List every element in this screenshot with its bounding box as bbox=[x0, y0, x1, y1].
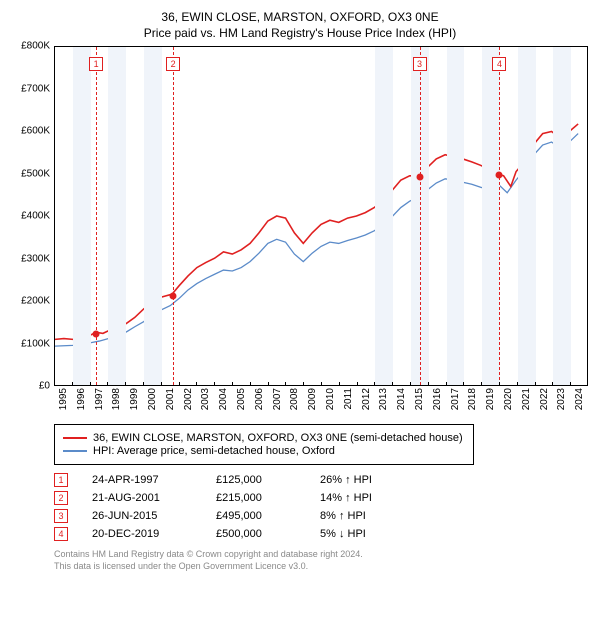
xtick-label: 2018 bbox=[467, 388, 478, 410]
sale-row: 2 21-AUG-2001 £215,000 14% ↑ HPI bbox=[54, 491, 588, 505]
xtick-label: 2003 bbox=[200, 388, 211, 410]
ytick-label: £600K bbox=[21, 126, 50, 137]
sales-table: 1 24-APR-1997 £125,000 26% ↑ HPI 2 21-AUG-200… bbox=[54, 473, 588, 541]
xtick-label: 2015 bbox=[414, 388, 425, 410]
legend-label: 36, EWIN CLOSE, MARSTON, OXFORD, OX3 0NE… bbox=[93, 432, 463, 444]
line-series-svg bbox=[55, 47, 587, 385]
sale-point bbox=[170, 292, 177, 299]
ytick-label: £300K bbox=[21, 253, 50, 264]
sale-pct: 14% ↑ HPI bbox=[320, 492, 400, 504]
xtick-label: 1996 bbox=[76, 388, 87, 410]
sale-marker-box: 3 bbox=[413, 57, 427, 71]
xtick-label: 2021 bbox=[521, 388, 532, 410]
ytick-label: £500K bbox=[21, 168, 50, 179]
sale-vline bbox=[173, 47, 174, 385]
legend: 36, EWIN CLOSE, MARSTON, OXFORD, OX3 0NE… bbox=[54, 424, 474, 465]
xtick-label: 1997 bbox=[94, 388, 105, 410]
ytick-label: £200K bbox=[21, 296, 50, 307]
xtick-label: 2001 bbox=[165, 388, 176, 410]
sale-date: 26-JUN-2015 bbox=[92, 510, 192, 522]
xtick-label: 2010 bbox=[325, 388, 336, 410]
sale-pct: 8% ↑ HPI bbox=[320, 510, 400, 522]
chart-area: £0£100K£200K£300K£400K£500K£600K£700K£80… bbox=[12, 46, 588, 416]
legend-swatch bbox=[63, 450, 87, 452]
sale-price: £500,000 bbox=[216, 528, 296, 540]
sale-date: 20-DEC-2019 bbox=[92, 528, 192, 540]
sale-price: £495,000 bbox=[216, 510, 296, 522]
year-band bbox=[144, 47, 162, 385]
xtick-label: 2023 bbox=[556, 388, 567, 410]
xtick-label: 2017 bbox=[450, 388, 461, 410]
legend-row: 36, EWIN CLOSE, MARSTON, OXFORD, OX3 0NE… bbox=[63, 432, 465, 444]
ytick-label: £0 bbox=[39, 381, 50, 392]
title-line1: 36, EWIN CLOSE, MARSTON, OXFORD, OX3 0NE bbox=[12, 10, 588, 24]
xtick-label: 2022 bbox=[539, 388, 550, 410]
year-band bbox=[518, 47, 536, 385]
sale-idx: 2 bbox=[54, 491, 68, 505]
xtick-label: 2005 bbox=[236, 388, 247, 410]
footer-attribution: Contains HM Land Registry data © Crown c… bbox=[54, 549, 588, 572]
sale-pct: 26% ↑ HPI bbox=[320, 474, 400, 486]
xtick-label: 2008 bbox=[289, 388, 300, 410]
legend-row: HPI: Average price, semi-detached house,… bbox=[63, 445, 465, 457]
title-line2: Price paid vs. HM Land Registry's House … bbox=[12, 26, 588, 40]
sale-marker-box: 2 bbox=[166, 57, 180, 71]
year-band bbox=[375, 47, 393, 385]
year-band bbox=[447, 47, 465, 385]
xtick-label: 2024 bbox=[574, 388, 585, 410]
footer-line1: Contains HM Land Registry data © Crown c… bbox=[54, 549, 588, 561]
sale-idx: 4 bbox=[54, 527, 68, 541]
xtick-label: 2004 bbox=[218, 388, 229, 410]
xtick-label: 1998 bbox=[111, 388, 122, 410]
sale-row: 3 26-JUN-2015 £495,000 8% ↑ HPI bbox=[54, 509, 588, 523]
year-band bbox=[108, 47, 126, 385]
xtick-label: 2000 bbox=[147, 388, 158, 410]
ytick-label: £400K bbox=[21, 211, 50, 222]
xtick-label: 2014 bbox=[396, 388, 407, 410]
sale-point bbox=[496, 171, 503, 178]
xtick-label: 2006 bbox=[254, 388, 265, 410]
xtick-label: 2013 bbox=[378, 388, 389, 410]
sale-price: £215,000 bbox=[216, 492, 296, 504]
sale-point bbox=[416, 173, 423, 180]
sale-vline bbox=[420, 47, 421, 385]
legend-label: HPI: Average price, semi-detached house,… bbox=[93, 445, 335, 457]
xtick-label: 2002 bbox=[183, 388, 194, 410]
ytick-label: £100K bbox=[21, 338, 50, 349]
legend-swatch bbox=[63, 437, 87, 439]
footer-line2: This data is licensed under the Open Gov… bbox=[54, 561, 588, 573]
ytick-label: £700K bbox=[21, 83, 50, 94]
y-axis: £0£100K£200K£300K£400K£500K£600K£700K£80… bbox=[12, 46, 54, 386]
ytick-label: £800K bbox=[21, 41, 50, 52]
xtick-label: 2016 bbox=[432, 388, 443, 410]
year-band bbox=[553, 47, 571, 385]
sale-vline bbox=[499, 47, 500, 385]
xtick-label: 2020 bbox=[503, 388, 514, 410]
x-axis: 1995 1996 1997 1998 1999 2000 2001 2002 2003 2004… bbox=[54, 386, 588, 416]
chart-title: 36, EWIN CLOSE, MARSTON, OXFORD, OX3 0NE… bbox=[12, 10, 588, 40]
xtick-label: 2011 bbox=[343, 388, 354, 410]
sale-pct: 5% ↓ HPI bbox=[320, 528, 400, 540]
xtick-label: 1995 bbox=[58, 388, 69, 410]
sale-price: £125,000 bbox=[216, 474, 296, 486]
sale-point bbox=[93, 330, 100, 337]
sale-idx: 3 bbox=[54, 509, 68, 523]
sale-idx: 1 bbox=[54, 473, 68, 487]
year-band bbox=[73, 47, 91, 385]
sale-marker-box: 1 bbox=[89, 57, 103, 71]
xtick-label: 1999 bbox=[129, 388, 140, 410]
xtick-label: 2009 bbox=[307, 388, 318, 410]
xtick-label: 2019 bbox=[485, 388, 496, 410]
sale-marker-box: 4 bbox=[492, 57, 506, 71]
sale-date: 24-APR-1997 bbox=[92, 474, 192, 486]
plot-region: 1 2 3 4 bbox=[54, 46, 588, 386]
sale-row: 1 24-APR-1997 £125,000 26% ↑ HPI bbox=[54, 473, 588, 487]
sale-row: 4 20-DEC-2019 £500,000 5% ↓ HPI bbox=[54, 527, 588, 541]
sale-date: 21-AUG-2001 bbox=[92, 492, 192, 504]
xtick-label: 2007 bbox=[272, 388, 283, 410]
xtick-label: 2012 bbox=[361, 388, 372, 410]
year-band bbox=[482, 47, 500, 385]
